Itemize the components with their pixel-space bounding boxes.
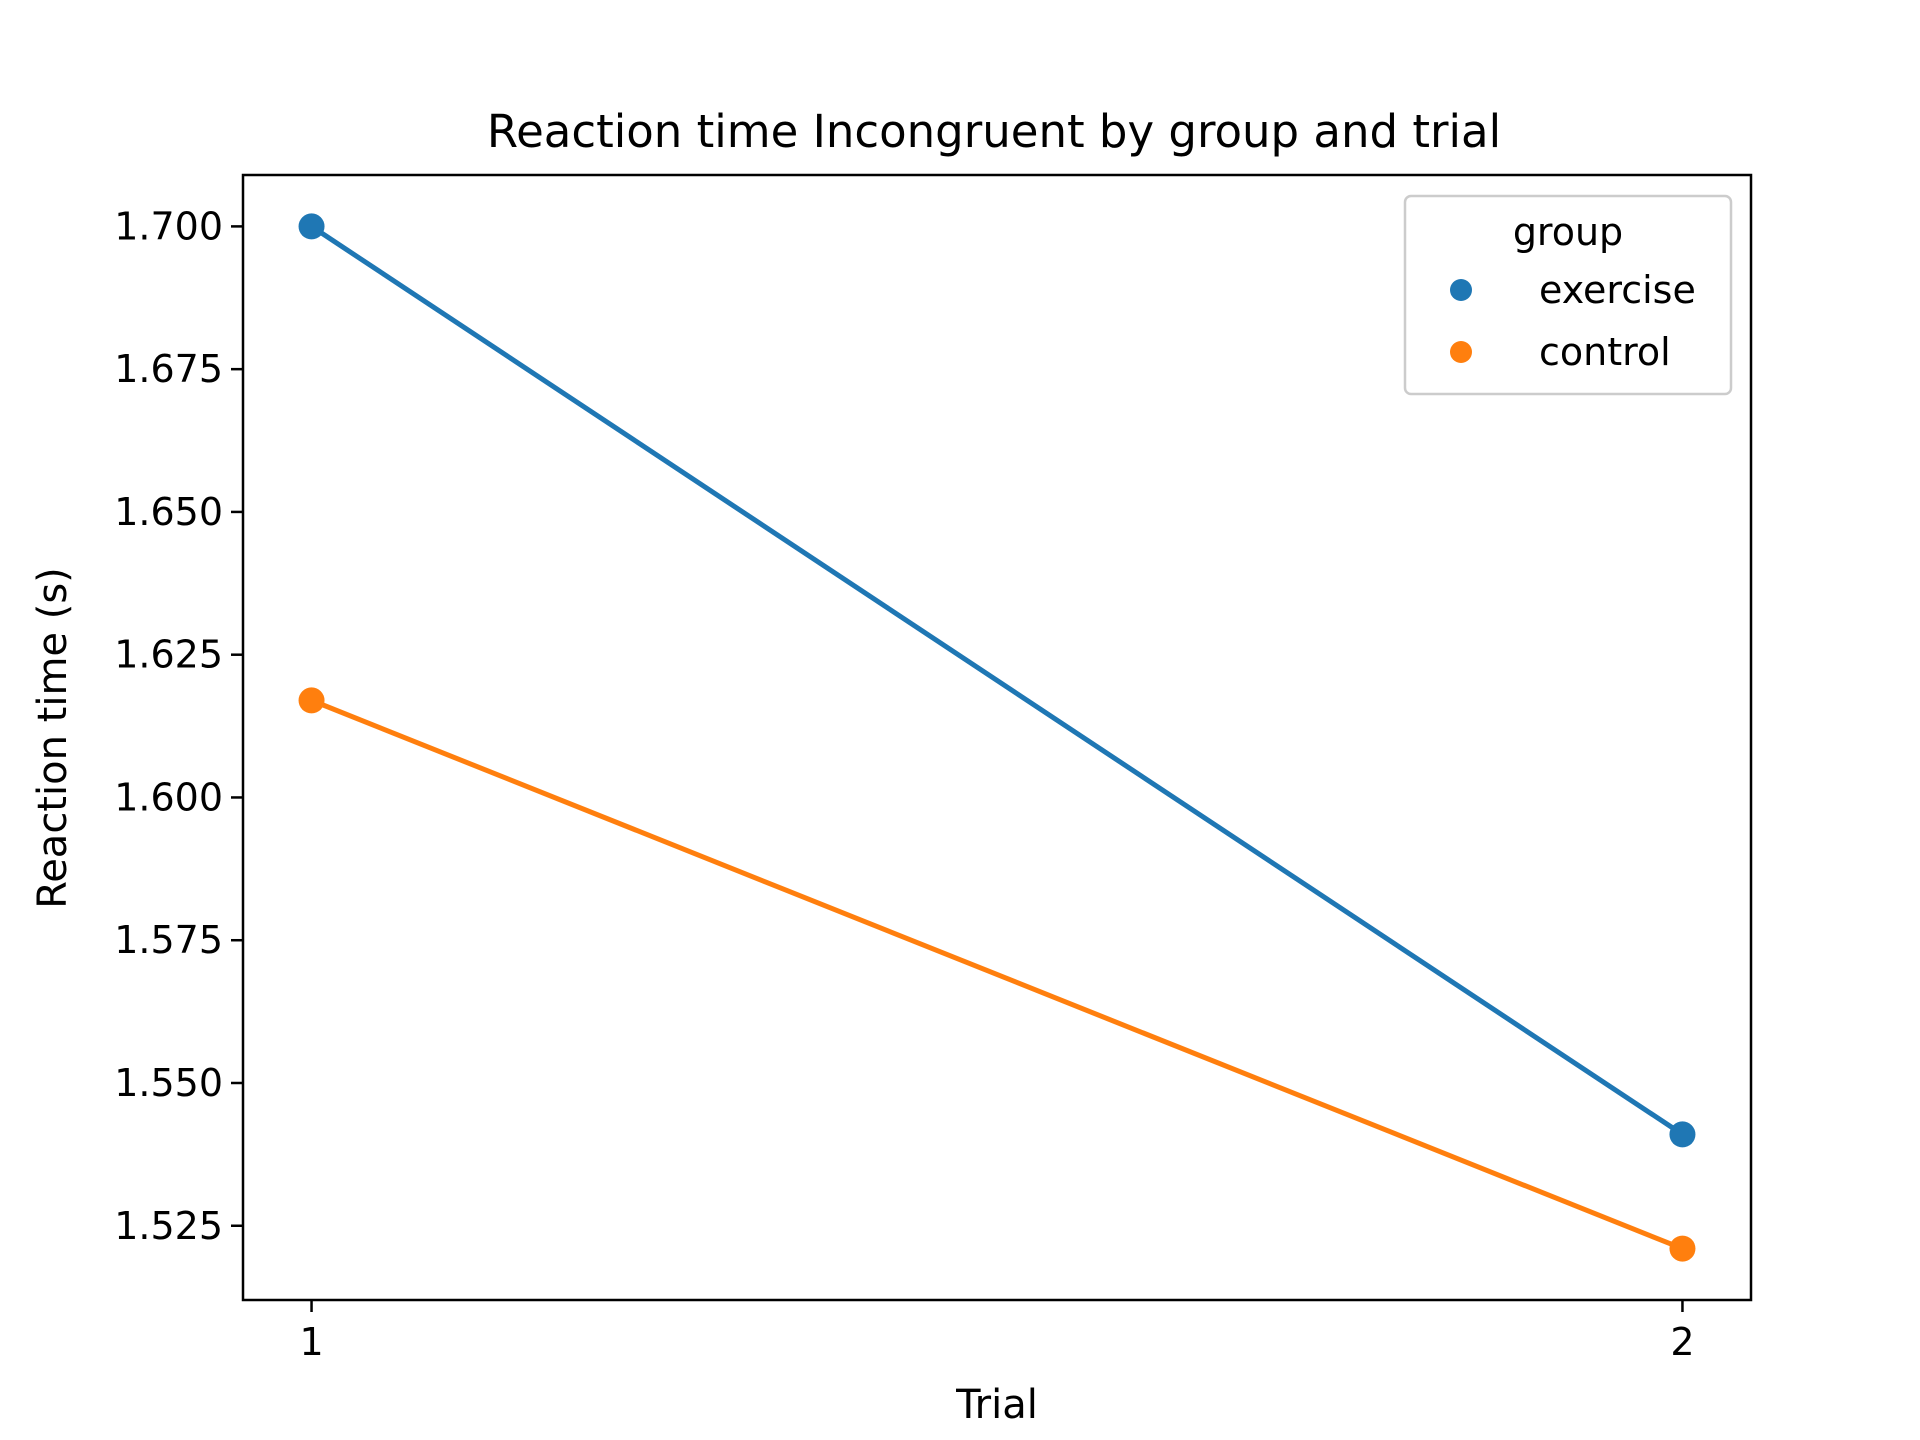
x-axis-label: Trial [955, 1382, 1038, 1428]
y-tick-label: 1.675 [114, 347, 223, 391]
data-point-control [298, 687, 325, 714]
y-tick-label: 1.575 [114, 918, 223, 962]
y-tick-label: 1.625 [114, 633, 223, 677]
y-tick-label: 1.600 [114, 775, 223, 819]
data-point-control [1669, 1235, 1696, 1262]
legend-items: exercise control [1450, 268, 1696, 374]
series-line-exercise [310, 224, 1684, 1137]
y-tick-label: 1.550 [114, 1061, 223, 1105]
x-tick-label: 1 [299, 1320, 323, 1364]
legend-title: group [1513, 210, 1623, 254]
y-tick-label: 1.525 [114, 1204, 223, 1248]
plot-area [298, 213, 1696, 1262]
legend-label-exercise: exercise [1539, 268, 1696, 312]
y-axis: 1.525 1.550 1.575 1.600 1.625 1.650 1.675 1.700 [114, 204, 243, 1248]
y-axis-label: Reaction time (s) [30, 567, 76, 909]
series-line-control [310, 698, 1684, 1251]
legend-marker-exercise [1450, 279, 1472, 301]
legend-label-control: control [1539, 330, 1671, 374]
data-point-exercise [1669, 1121, 1696, 1148]
legend: group exercise control [1403, 194, 1733, 396]
legend-marker-control [1450, 341, 1472, 363]
chart-title: Reaction time Incongruent by group and t… [487, 105, 1501, 158]
x-tick-label: 2 [1670, 1320, 1694, 1364]
plot-frame [241, 173, 1753, 1302]
data-point-exercise [298, 213, 325, 240]
y-tick-label: 1.700 [114, 204, 223, 248]
y-tick-label: 1.650 [114, 490, 223, 534]
legend-frame [1403, 194, 1733, 396]
